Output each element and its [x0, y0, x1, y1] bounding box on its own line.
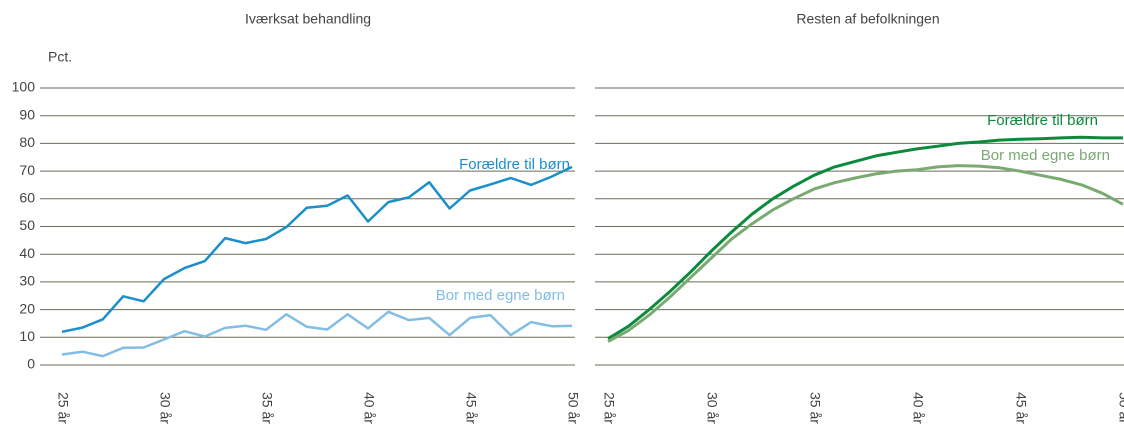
x-tick-label: 30 år [157, 392, 173, 424]
y-tick-label: 50 [19, 217, 35, 233]
x-tick-label: 25 år [601, 392, 617, 424]
x-tick-label: 50 år [565, 392, 581, 424]
series-line [607, 135, 1123, 340]
series-line [61, 165, 573, 334]
y-tick-label: 60 [19, 190, 35, 206]
x-tick-label: 40 år [910, 392, 926, 424]
x-tick-label: 50 år [1116, 392, 1124, 424]
x-tick-label: 25 år [55, 392, 71, 424]
y-tick-label: 30 [19, 273, 35, 289]
series-label: Forældre til børn [459, 156, 570, 173]
y-tick-label: 80 [19, 134, 35, 150]
y-tick-label: 90 [19, 106, 35, 122]
x-tick-label: 45 år [1013, 392, 1029, 424]
series-line [607, 164, 1124, 343]
x-tick-label: 35 år [259, 392, 275, 424]
series-label: Forældre til børn [987, 112, 1098, 129]
x-tick-label: 35 år [807, 392, 823, 424]
x-tick-label: 30 år [704, 392, 720, 424]
chart-title: Iværksat behandling [245, 11, 371, 27]
y-tick-label: 70 [19, 162, 35, 178]
y-axis-label: Pct. [48, 49, 72, 65]
chart-title: Resten af befolkningen [796, 11, 939, 27]
y-tick-label: 0 [27, 356, 35, 372]
x-tick-label: 45 år [463, 392, 479, 424]
x-tick-label: 40 år [361, 392, 377, 424]
series-label: Bor med egne børn [981, 147, 1110, 164]
series-label: Bor med egne børn [436, 287, 565, 304]
y-tick-label: 10 [19, 328, 35, 344]
series-line [61, 310, 573, 358]
y-tick-label: 100 [12, 79, 36, 95]
y-tick-label: 40 [19, 245, 35, 261]
y-tick-label: 20 [19, 300, 35, 316]
